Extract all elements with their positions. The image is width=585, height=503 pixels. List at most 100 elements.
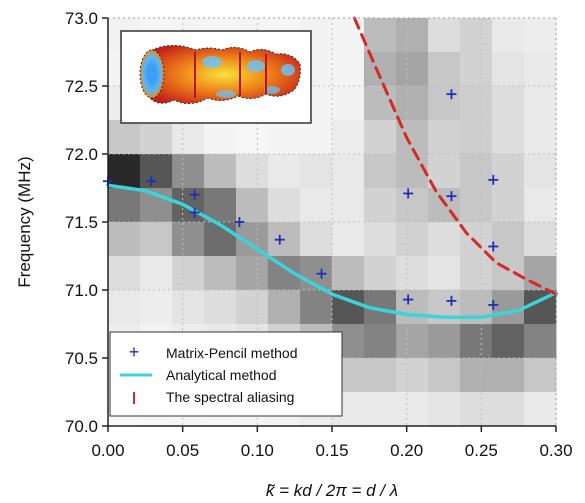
heatmap-cell bbox=[491, 120, 525, 155]
legend-label-spectral-aliasing: The spectral aliasing bbox=[166, 389, 294, 405]
heatmap-cell bbox=[300, 120, 333, 155]
x-tick-label: 0.30 bbox=[539, 441, 572, 460]
heatmap-cell bbox=[172, 188, 205, 223]
heatmap-cell bbox=[459, 324, 493, 359]
heatmap-cell bbox=[491, 222, 525, 257]
axis-ticks: 0.00 0.05 0.10 0.15 0.20 0.25 0.30 70.0 70.5 71.0… bbox=[65, 9, 573, 460]
heatmap-cell bbox=[524, 18, 557, 53]
heatmap-cell bbox=[491, 358, 525, 393]
heatmap-cell bbox=[267, 120, 301, 155]
legend-marker-matrix-pencil: + bbox=[129, 342, 140, 362]
heatmap-cell bbox=[235, 188, 269, 223]
matrix-pencil-point bbox=[446, 295, 457, 306]
heatmap-cell bbox=[524, 86, 557, 121]
heatmap-cell bbox=[428, 154, 461, 189]
heatmap-cell bbox=[172, 256, 205, 291]
heatmap-cell bbox=[428, 324, 461, 359]
heatmap-cell bbox=[108, 290, 141, 325]
matrix-pencil-point bbox=[488, 174, 499, 185]
heatmap-cell bbox=[363, 154, 397, 189]
heatmap-cell bbox=[108, 120, 141, 155]
heatmap-cell bbox=[524, 154, 557, 189]
matrix-pencil-point bbox=[146, 176, 157, 187]
heatmap-cell bbox=[524, 324, 557, 359]
matrix-pencil-point bbox=[446, 89, 457, 100]
heatmap-cell bbox=[172, 154, 205, 189]
matrix-pencil-point bbox=[488, 299, 499, 310]
heatmap-cell bbox=[428, 18, 461, 53]
heatmap-cell bbox=[428, 120, 461, 155]
y-tick-label: 72.5 bbox=[65, 77, 98, 96]
matrix-pencil-point bbox=[234, 217, 245, 227]
heatmap-cell bbox=[396, 324, 429, 359]
heatmap-cell bbox=[396, 154, 429, 189]
x-tick-label: 0.25 bbox=[465, 441, 498, 460]
heatmap-cell bbox=[459, 86, 493, 121]
heatmap-cell bbox=[459, 256, 493, 291]
heatmap-cell bbox=[204, 188, 237, 223]
heatmap-cell bbox=[363, 18, 397, 53]
series-layer bbox=[103, 16, 558, 319]
heatmap-cell bbox=[491, 154, 525, 189]
x-axis-title: k̃ = kd / 2π = d / λ bbox=[266, 481, 398, 500]
heatmap-cell bbox=[396, 392, 429, 427]
heatmap-cell bbox=[139, 256, 173, 291]
matrix-pencil-point bbox=[189, 189, 200, 200]
heatmap bbox=[108, 18, 557, 427]
x-tick-label: 0.15 bbox=[315, 441, 348, 460]
legend-label-matrix-pencil: Matrix-Pencil method bbox=[166, 345, 298, 361]
x-tick-label: 0.20 bbox=[390, 441, 423, 460]
heatmap-cell bbox=[332, 120, 365, 155]
heatmap-cell bbox=[428, 222, 461, 257]
heatmap-cell bbox=[363, 52, 397, 87]
heatmap-cell bbox=[524, 392, 557, 427]
heatmap-cell bbox=[300, 188, 333, 223]
heatmap-cell bbox=[491, 188, 525, 223]
heatmap-cell bbox=[524, 222, 557, 257]
heatmap-cell bbox=[172, 290, 205, 325]
heatmap-cell bbox=[459, 392, 493, 427]
heatmap-cell bbox=[363, 358, 397, 393]
heatmap-cell bbox=[332, 154, 365, 189]
x-tick-label: 0.00 bbox=[91, 441, 124, 460]
heatmap-cell bbox=[491, 18, 525, 53]
heatmap-cell bbox=[300, 222, 333, 257]
heatmap-cell bbox=[459, 358, 493, 393]
heatmap-cell bbox=[524, 358, 557, 393]
heatmap-cell bbox=[396, 290, 429, 325]
y-tick-label: 71.0 bbox=[65, 281, 98, 300]
heatmap-cell bbox=[459, 290, 493, 325]
matrix-pencil-point bbox=[403, 294, 414, 305]
heatmap-cell bbox=[491, 86, 525, 121]
heatmap-cell bbox=[396, 358, 429, 393]
heatmap-cell bbox=[491, 290, 525, 325]
heatmap-cell bbox=[363, 188, 397, 223]
heatmap-cell bbox=[428, 290, 461, 325]
heatmap-cell bbox=[396, 52, 429, 87]
heatmap-cell bbox=[459, 154, 493, 189]
analytical-method-line bbox=[106, 183, 558, 319]
heatmap-cell bbox=[428, 392, 461, 427]
heatmap-cell bbox=[396, 222, 429, 257]
inset-image bbox=[120, 30, 312, 124]
heatmap-cell bbox=[459, 188, 493, 223]
heatmap-cell bbox=[491, 256, 525, 291]
heatmap-cell bbox=[139, 120, 173, 155]
heatmap-cell bbox=[459, 222, 493, 257]
heatmap-cell bbox=[524, 52, 557, 87]
heatmap-cell bbox=[459, 120, 493, 155]
heatmap-cell bbox=[459, 52, 493, 87]
heatmap-cell bbox=[235, 154, 269, 189]
heatmap-cell bbox=[363, 222, 397, 257]
matrix-pencil-point bbox=[316, 268, 327, 279]
heatmap-cell bbox=[108, 154, 141, 189]
heatmap-cell bbox=[267, 188, 301, 223]
heatmap-cell bbox=[491, 392, 525, 427]
heatmap-cell bbox=[300, 290, 333, 325]
heatmap-cell bbox=[172, 120, 205, 155]
x-tick-label: 0.10 bbox=[241, 441, 274, 460]
heatmap-cell bbox=[172, 222, 205, 257]
heatmap-cell bbox=[108, 188, 141, 223]
heatmap-cell bbox=[524, 188, 557, 223]
y-tick-label: 71.5 bbox=[65, 213, 98, 232]
